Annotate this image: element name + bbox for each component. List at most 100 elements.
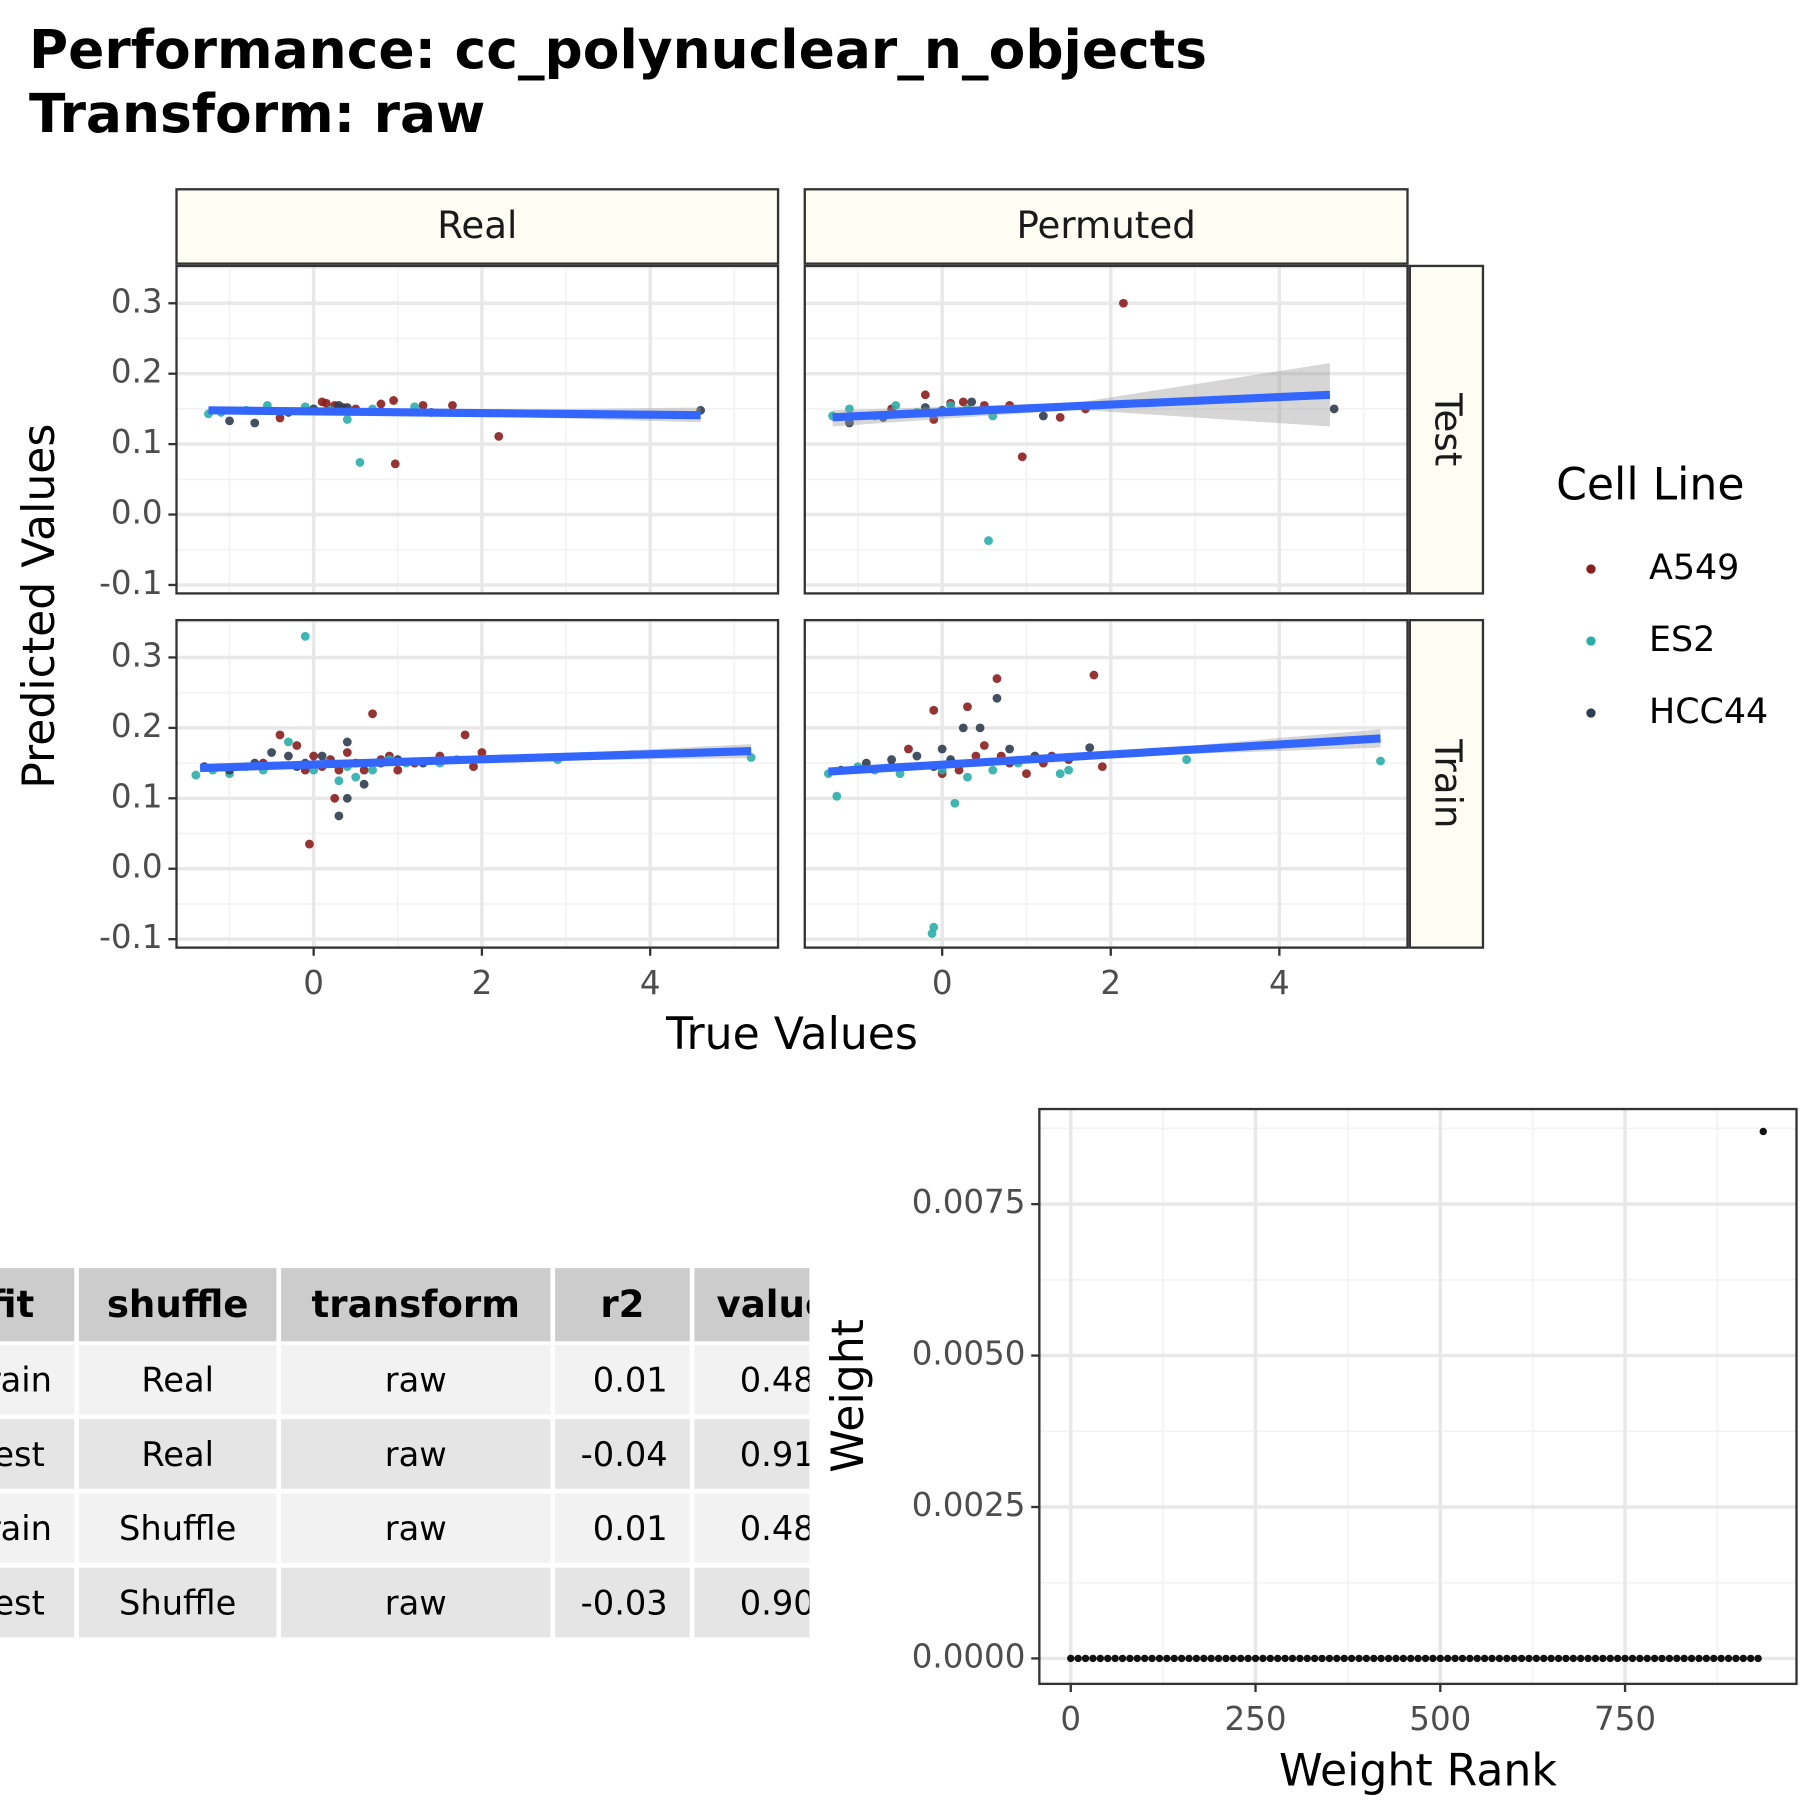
- table-cell: [78, 1493, 277, 1564]
- point: [418, 400, 428, 410]
- point: [845, 404, 854, 414]
- point: [1687, 1654, 1696, 1663]
- point: [1273, 1654, 1282, 1663]
- facet-strip: [803, 188, 1409, 265]
- point: [1081, 1654, 1090, 1663]
- panel-border: [175, 264, 780, 595]
- table-cell: [281, 1419, 551, 1489]
- table-cell: [694, 1419, 810, 1489]
- point: [1111, 1654, 1119, 1663]
- point: [1503, 1654, 1511, 1663]
- point: [1370, 1654, 1378, 1663]
- point: [250, 418, 260, 428]
- point: [1673, 1654, 1681, 1663]
- y-tick-label: 0.1: [111, 423, 163, 461]
- point: [355, 458, 365, 467]
- panel-bg: [176, 265, 779, 594]
- point: [1185, 1654, 1193, 1663]
- x-tick-label: 2: [1100, 964, 1121, 1002]
- table-cell: [0, 1493, 75, 1564]
- legend-key: [1586, 636, 1596, 646]
- y-tick-label: 0.3: [111, 282, 163, 320]
- point: [1222, 1654, 1230, 1663]
- point: [494, 431, 504, 441]
- point: [979, 741, 989, 750]
- point: [390, 459, 400, 469]
- panel-bg: [1039, 1109, 1797, 1684]
- point: [1724, 1654, 1733, 1663]
- point: [1443, 1654, 1452, 1663]
- point: [283, 751, 293, 761]
- point: [368, 709, 377, 719]
- point: [1384, 1654, 1393, 1663]
- point: [477, 748, 487, 757]
- point: [1325, 1654, 1334, 1663]
- cell-text: -0.04: [581, 1435, 668, 1474]
- point: [1318, 1654, 1326, 1663]
- point: [1547, 1654, 1555, 1663]
- y-tick-label: 0.2: [111, 707, 163, 745]
- point: [1429, 1654, 1437, 1663]
- cell-text: 0.48: [740, 1360, 815, 1399]
- table-cell: [0, 1567, 75, 1638]
- y-tick-label: 0.0: [111, 494, 163, 532]
- point: [937, 744, 947, 754]
- point: [1569, 1654, 1578, 1663]
- y-tick-label: 0.2: [111, 353, 163, 391]
- facet-label: Test: [1426, 392, 1469, 466]
- table-cell: [78, 1419, 277, 1489]
- point: [963, 772, 972, 782]
- point: [283, 737, 293, 747]
- point: [1126, 1654, 1134, 1663]
- point: [1407, 1654, 1415, 1663]
- panel-bg: [176, 620, 779, 948]
- point: [1177, 1654, 1186, 1663]
- point: [1754, 1654, 1762, 1663]
- point: [267, 748, 276, 757]
- point: [342, 737, 352, 747]
- y-tick-label: 0.1: [111, 777, 163, 815]
- point: [971, 751, 981, 761]
- point: [1118, 1654, 1127, 1663]
- point: [389, 396, 398, 405]
- point: [1244, 1654, 1252, 1663]
- cell-text: -0.03: [581, 1583, 668, 1622]
- point: [946, 400, 956, 410]
- point: [1554, 1654, 1563, 1663]
- point: [1251, 1654, 1260, 1663]
- cell-text: 0.90: [740, 1583, 815, 1622]
- point: [1399, 1654, 1408, 1663]
- cell-text: Train: [0, 1509, 52, 1548]
- point: [1376, 756, 1385, 766]
- legend-label: HCC44: [1649, 692, 1768, 732]
- point: [1310, 1654, 1319, 1663]
- point: [1067, 1654, 1075, 1663]
- cell-text: Train: [0, 1360, 52, 1399]
- point: [1074, 1654, 1082, 1663]
- point: [1458, 1654, 1467, 1663]
- point: [1170, 1654, 1178, 1663]
- header-text: r2: [600, 1283, 644, 1326]
- table-cell: [694, 1344, 810, 1415]
- legend-title: Cell Line: [1556, 460, 1744, 511]
- y-tick-label: 0.0000: [912, 1637, 1026, 1675]
- point: [887, 755, 897, 764]
- point: [1237, 1654, 1245, 1663]
- point: [334, 811, 344, 821]
- point: [1089, 670, 1099, 680]
- fit-line: [208, 406, 701, 420]
- cell-text: raw: [385, 1435, 447, 1474]
- point: [1510, 1654, 1518, 1663]
- legend-key: [1586, 564, 1596, 574]
- subtitle: Transform: raw: [29, 82, 485, 145]
- point: [317, 751, 327, 761]
- x-tick-label: 750: [1594, 1700, 1656, 1738]
- point: [342, 415, 352, 424]
- point: [1288, 1654, 1297, 1663]
- panel-border: [175, 618, 780, 949]
- point: [904, 744, 913, 754]
- point: [1466, 1654, 1474, 1663]
- point: [1089, 1654, 1097, 1663]
- point: [1576, 1654, 1585, 1663]
- point: [1488, 1654, 1496, 1663]
